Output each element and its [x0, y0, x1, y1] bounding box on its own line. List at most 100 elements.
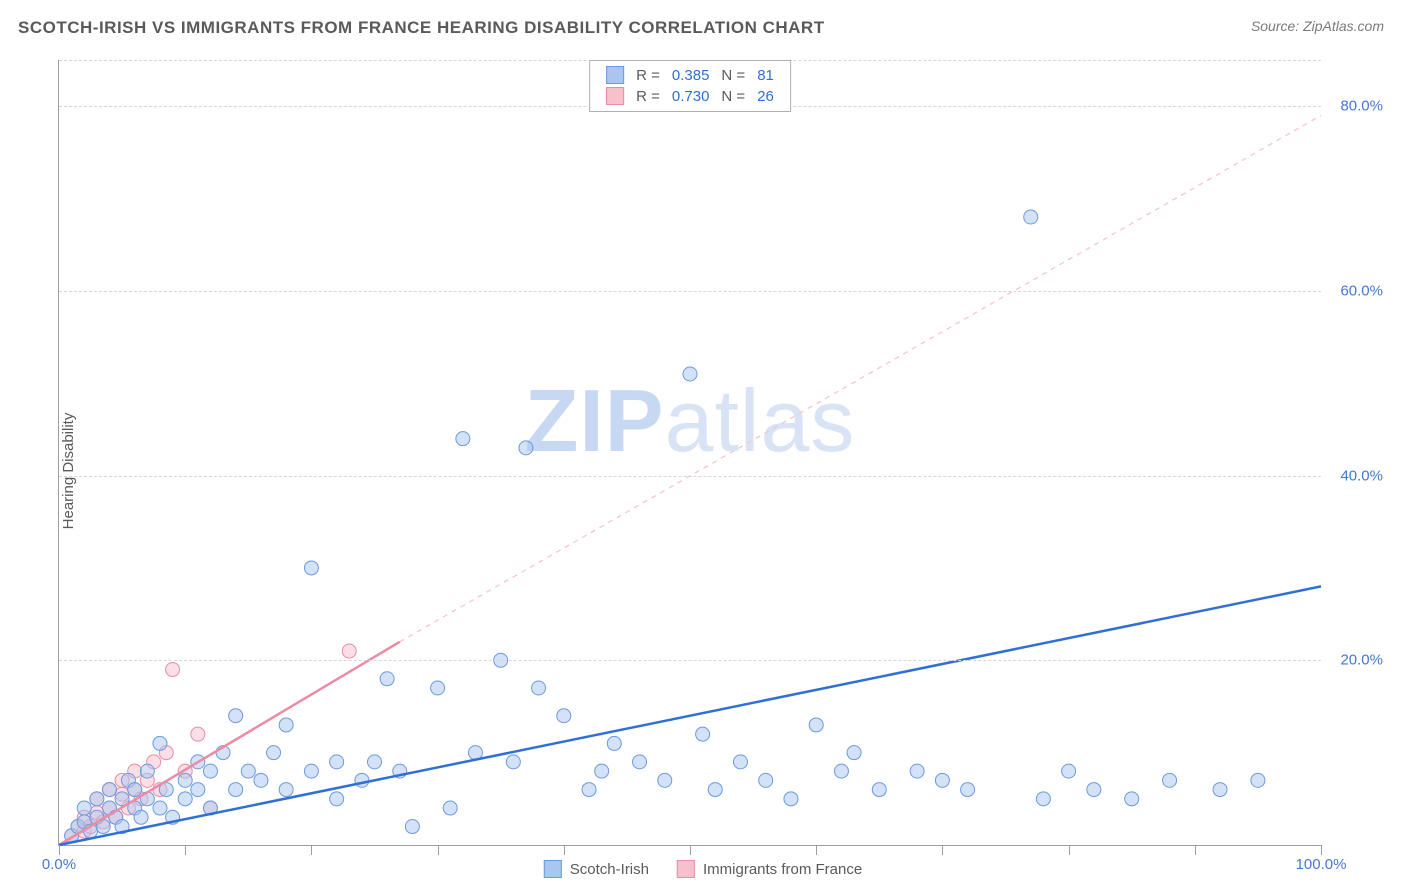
- source-attribution: Source: ZipAtlas.com: [1251, 18, 1384, 34]
- legend-stats-row: R = 0.730 N = 26: [600, 86, 780, 107]
- y-tick-label: 40.0%: [1340, 467, 1383, 484]
- data-point: [241, 764, 255, 778]
- data-point: [506, 755, 520, 769]
- data-point: [519, 441, 533, 455]
- data-point: [683, 367, 697, 381]
- x-tick-label: 0.0%: [42, 856, 76, 873]
- legend-item: Immigrants from France: [677, 860, 862, 878]
- y-tick-label: 60.0%: [1340, 282, 1383, 299]
- x-tick: [311, 845, 312, 855]
- x-tick: [185, 845, 186, 855]
- data-point: [961, 783, 975, 797]
- stat-label-r: R =: [630, 65, 666, 86]
- chart-title: SCOTCH-IRISH VS IMMIGRANTS FROM FRANCE H…: [18, 18, 825, 38]
- legend-swatch-blue: [544, 860, 562, 878]
- legend-stats-row: R = 0.385 N = 81: [600, 65, 780, 86]
- data-point: [607, 736, 621, 750]
- data-point: [229, 709, 243, 723]
- x-tick: [816, 845, 817, 855]
- data-point: [102, 783, 116, 797]
- data-point: [708, 783, 722, 797]
- data-point: [834, 764, 848, 778]
- x-tick: [690, 845, 691, 855]
- data-point: [304, 561, 318, 575]
- data-point: [1251, 773, 1265, 787]
- data-point: [330, 755, 344, 769]
- data-point: [368, 755, 382, 769]
- gridline: [59, 660, 1321, 661]
- legend-stats: R = 0.385 N = 81 R = 0.730 N = 26: [589, 60, 791, 112]
- data-point: [355, 773, 369, 787]
- data-point: [330, 792, 344, 806]
- data-point: [935, 773, 949, 787]
- data-point: [733, 755, 747, 769]
- data-point: [633, 755, 647, 769]
- data-point: [1062, 764, 1076, 778]
- x-tick: [1069, 845, 1070, 855]
- legend-item: Scotch-Irish: [544, 860, 649, 878]
- data-point: [532, 681, 546, 695]
- data-point: [1087, 783, 1101, 797]
- data-point: [582, 783, 596, 797]
- data-point: [191, 783, 205, 797]
- x-tick: [1321, 845, 1322, 855]
- data-point: [431, 681, 445, 695]
- data-point: [380, 672, 394, 686]
- data-point: [784, 792, 798, 806]
- stat-label-n: N =: [715, 65, 751, 86]
- x-tick-label: 100.0%: [1296, 856, 1347, 873]
- stat-label-n: N =: [715, 86, 751, 107]
- data-point: [456, 432, 470, 446]
- data-point: [229, 783, 243, 797]
- x-tick: [438, 845, 439, 855]
- data-point: [203, 764, 217, 778]
- plot-svg: [59, 60, 1321, 845]
- gridline: [59, 291, 1321, 292]
- legend-swatch-pink: [677, 860, 695, 878]
- data-point: [809, 718, 823, 732]
- data-point: [77, 801, 91, 815]
- data-point: [304, 764, 318, 778]
- data-point: [342, 644, 356, 658]
- data-point: [191, 727, 205, 741]
- trend-line: [59, 642, 400, 845]
- data-point: [658, 773, 672, 787]
- data-point: [267, 746, 281, 760]
- data-point: [1024, 210, 1038, 224]
- stat-value-n-blue: 81: [751, 65, 780, 86]
- data-point: [1163, 773, 1177, 787]
- data-point: [128, 783, 142, 797]
- data-point: [759, 773, 773, 787]
- chart-container: Hearing Disability ZIPatlas R = 0.385 N …: [10, 60, 1396, 882]
- data-point: [90, 792, 104, 806]
- data-point: [153, 736, 167, 750]
- legend-label: Scotch-Irish: [570, 861, 649, 878]
- y-tick-label: 80.0%: [1340, 98, 1383, 115]
- data-point: [405, 820, 419, 834]
- data-point: [153, 801, 167, 815]
- data-point: [872, 783, 886, 797]
- stat-value-n-pink: 26: [751, 86, 780, 107]
- x-tick: [59, 845, 60, 855]
- stat-label-r: R =: [630, 86, 666, 107]
- data-point: [178, 792, 192, 806]
- gridline: [59, 476, 1321, 477]
- data-point: [557, 709, 571, 723]
- data-point: [696, 727, 710, 741]
- data-point: [1125, 792, 1139, 806]
- legend-swatch-blue: [606, 66, 624, 84]
- data-point: [140, 764, 154, 778]
- data-point: [443, 801, 457, 815]
- data-point: [910, 764, 924, 778]
- data-point: [279, 718, 293, 732]
- legend-series: Scotch-Irish Immigrants from France: [544, 860, 862, 878]
- data-point: [178, 773, 192, 787]
- y-tick-label: 20.0%: [1340, 652, 1383, 669]
- stat-value-r-blue: 0.385: [666, 65, 716, 86]
- x-tick: [942, 845, 943, 855]
- data-point: [595, 764, 609, 778]
- data-point: [847, 746, 861, 760]
- data-point: [279, 783, 293, 797]
- data-point: [134, 810, 148, 824]
- trend-line: [400, 115, 1321, 641]
